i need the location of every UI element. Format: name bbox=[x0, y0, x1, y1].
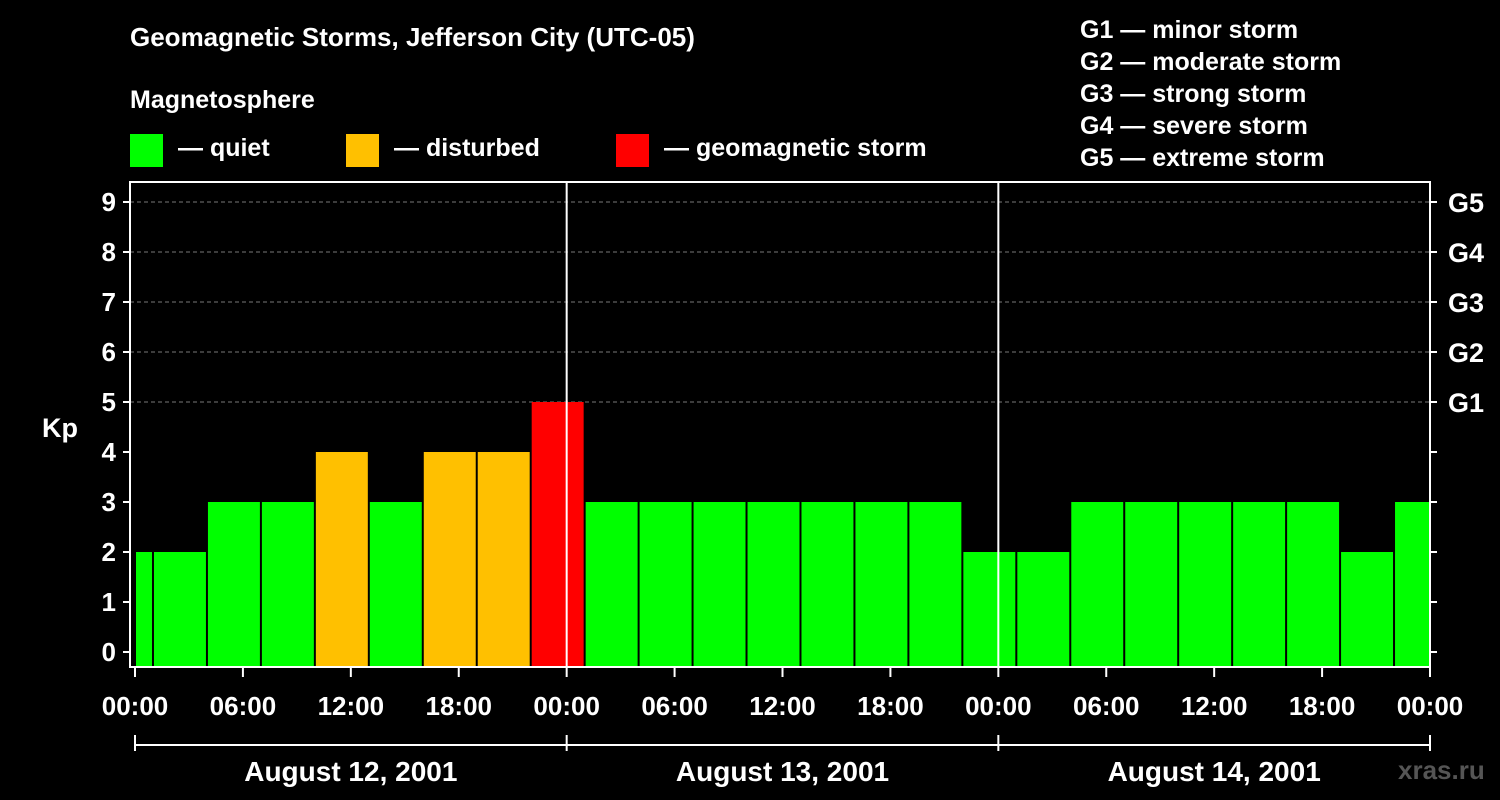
x-tick-label-5: 06:00 bbox=[641, 691, 708, 721]
y-tick-label-0: 0 bbox=[102, 637, 116, 667]
legend-swatch-quiet bbox=[130, 134, 163, 167]
kp-bar-20 bbox=[1179, 502, 1232, 667]
bar-layer bbox=[136, 402, 1429, 667]
x-tick-label-3: 18:00 bbox=[426, 691, 493, 721]
right-tick-label-G5: G5 bbox=[1448, 188, 1484, 218]
right-tick-label-G2: G2 bbox=[1448, 338, 1484, 368]
kp-bar-16 bbox=[963, 552, 1016, 667]
kp-bar-11 bbox=[693, 502, 746, 667]
kp-bar-9 bbox=[585, 502, 638, 667]
x-tick-label-2: 12:00 bbox=[318, 691, 385, 721]
kp-bar-3 bbox=[261, 502, 314, 667]
kp-bar-22 bbox=[1287, 502, 1340, 667]
storm-scale-g5: G5 — extreme storm bbox=[1080, 144, 1325, 172]
y-tick-label-2: 2 bbox=[102, 537, 116, 567]
kp-bar-23 bbox=[1341, 552, 1394, 667]
storm-scale-g1: G1 — minor storm bbox=[1080, 16, 1299, 44]
kp-bar-19 bbox=[1125, 502, 1178, 667]
x-tick-label-1: 06:00 bbox=[210, 691, 277, 721]
storm-scale-list: G1 — minor storm G2 — moderate storm G3 … bbox=[1080, 14, 1341, 174]
right-tick-label-G1: G1 bbox=[1448, 388, 1484, 418]
kp-bar-2 bbox=[207, 502, 260, 667]
y-tick-label-5: 5 bbox=[102, 387, 116, 417]
y-axis-label: Kp bbox=[42, 413, 78, 443]
y-tick-label-8: 8 bbox=[102, 237, 116, 267]
legend-label-disturbed: — disturbed bbox=[394, 134, 540, 162]
x-tick-label-11: 18:00 bbox=[1289, 691, 1356, 721]
kp-bar-1 bbox=[153, 552, 206, 667]
kp-bar-17 bbox=[1017, 552, 1070, 667]
kp-bar-21 bbox=[1233, 502, 1286, 667]
day-label-1: August 13, 2001 bbox=[676, 756, 889, 787]
right-tick-label-G3: G3 bbox=[1448, 288, 1484, 318]
day-label-0: August 12, 2001 bbox=[244, 756, 457, 787]
kp-bar-14 bbox=[855, 502, 908, 667]
storm-scale-g3: G3 — strong storm bbox=[1080, 80, 1307, 108]
y-tick-label-1: 1 bbox=[102, 587, 116, 617]
legend-heading: Magnetosphere bbox=[130, 86, 315, 114]
kp-bar-10 bbox=[639, 502, 692, 667]
x-tick-label-12: 00:00 bbox=[1397, 691, 1464, 721]
kp-bar-13 bbox=[801, 502, 854, 667]
y-tick-label-6: 6 bbox=[102, 337, 116, 367]
legend-label-storm: — geomagnetic storm bbox=[664, 134, 927, 162]
x-tick-label-4: 00:00 bbox=[533, 691, 600, 721]
x-tick-label-10: 12:00 bbox=[1181, 691, 1248, 721]
label-layer: 0 1 2 3 4 5 6 7 8 9 G1 G2 G3 G4 G5 00:00 06:00 12:00 18:00… bbox=[102, 187, 1485, 787]
x-tick-label-9: 06:00 bbox=[1073, 691, 1140, 721]
y-tick-label-7: 7 bbox=[102, 287, 116, 317]
legend-swatch-storm bbox=[616, 134, 649, 167]
kp-bar-5 bbox=[369, 502, 422, 667]
kp-bar-7 bbox=[477, 452, 530, 667]
kp-bar-18 bbox=[1071, 502, 1124, 667]
x-tick-label-8: 00:00 bbox=[965, 691, 1032, 721]
x-tick-label-6: 12:00 bbox=[749, 691, 816, 721]
x-tick-label-0: 00:00 bbox=[102, 691, 169, 721]
storm-scale-g4: G4 — severe storm bbox=[1080, 112, 1308, 140]
kp-bar-4 bbox=[315, 452, 368, 667]
legend-label-quiet: — quiet bbox=[178, 134, 270, 162]
axis-layer bbox=[123, 181, 1437, 751]
kp-bar-24 bbox=[1395, 502, 1429, 667]
kp-bar-8 bbox=[531, 402, 584, 667]
kp-bar-6 bbox=[423, 452, 476, 667]
y-tick-label-3: 3 bbox=[102, 487, 116, 517]
grid-layer bbox=[130, 201, 1430, 403]
y-tick-label-9: 9 bbox=[102, 187, 116, 217]
kp-bar-0 bbox=[136, 552, 152, 667]
right-tick-label-G4: G4 bbox=[1448, 238, 1484, 268]
kp-bar-12 bbox=[747, 502, 800, 667]
plot-frame bbox=[129, 181, 1431, 668]
day-label-2: August 14, 2001 bbox=[1108, 756, 1321, 787]
storm-scale-g2: G2 — moderate storm bbox=[1080, 48, 1342, 76]
y-tick-label-4: 4 bbox=[102, 437, 117, 467]
legend-swatch-disturbed bbox=[346, 134, 379, 167]
kp-bar-15 bbox=[909, 502, 962, 667]
chart-title: Geomagnetic Storms, Jefferson City (UTC-… bbox=[130, 22, 695, 52]
x-tick-label-7: 18:00 bbox=[857, 691, 924, 721]
watermark: xras.ru bbox=[1398, 755, 1485, 785]
